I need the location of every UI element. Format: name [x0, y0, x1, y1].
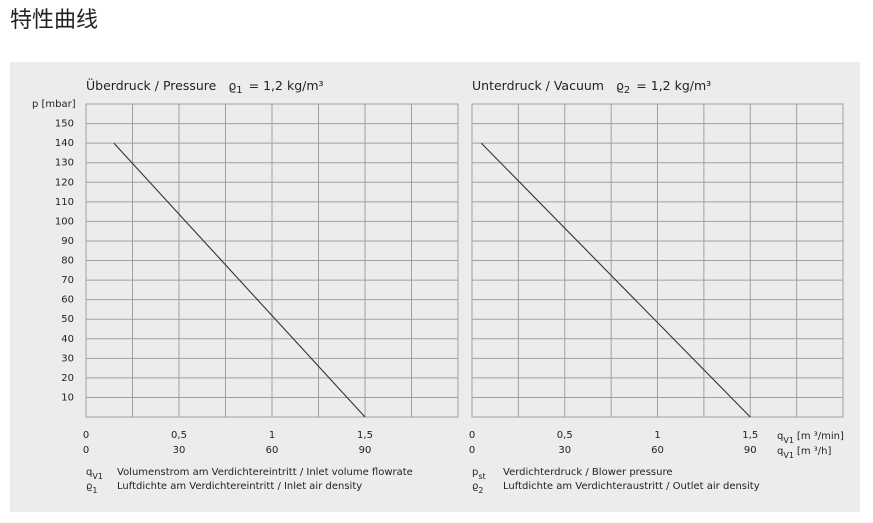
note-index: st	[478, 472, 485, 481]
y-tick-label: 100	[55, 216, 74, 227]
x-axis-label: qV1 [m ³/h]	[777, 446, 831, 460]
x-tick-label: 0	[83, 430, 89, 441]
note-symbol: ϱ	[86, 481, 92, 492]
line	[480, 142, 751, 418]
x-tick-label: 1,5	[742, 430, 758, 441]
note-key: ϱ2	[472, 481, 483, 495]
y-tick-label: 80	[61, 256, 74, 267]
y-tick-label: 20	[61, 373, 74, 384]
chart-heading: Überdruck / Pressure ϱ1 = 1,2 kg/m³	[86, 77, 324, 97]
y-tick-label: 70	[61, 275, 74, 286]
panel	[10, 62, 860, 512]
y-tick-label: 30	[61, 353, 74, 364]
y-tick-label: 110	[55, 197, 74, 208]
y-tick-label: 50	[61, 314, 74, 325]
axis-unit: [m ³/min]	[797, 431, 844, 442]
density-value: = 1,2 kg/m³	[636, 78, 711, 93]
density-symbol: ϱ	[228, 78, 236, 93]
note-index: V1	[92, 472, 103, 481]
y-axis-label: p [mbar]	[32, 99, 76, 110]
x2-tick-label: 60	[651, 445, 664, 456]
page-title: 特性曲线	[10, 8, 98, 33]
density-index: 2	[624, 85, 630, 96]
chart-title: Überdruck / Pressure	[86, 77, 217, 93]
y-tick-label: 130	[55, 158, 74, 169]
density-value: = 1,2 kg/m³	[249, 78, 324, 93]
y-tick-label: 140	[55, 138, 74, 149]
note-text: Luftdichte am Verdichteraustritt / Outle…	[503, 481, 760, 492]
x2-tick-label: 30	[173, 445, 186, 456]
x-tick-label: 1	[654, 430, 660, 441]
note-index: 2	[478, 486, 483, 495]
note-text: Volumenstrom am Verdichtereintritt / Inl…	[117, 467, 413, 478]
x2-tick-label: 60	[266, 445, 279, 456]
note-key: pst	[472, 467, 486, 481]
x2-tick-label: 90	[359, 445, 372, 456]
x-tick-label: 0,5	[557, 430, 573, 441]
density-symbol: ϱ	[616, 78, 624, 93]
axis-symbol: q	[777, 446, 783, 457]
x-tick-label: 0,5	[171, 430, 187, 441]
note-symbol: ϱ	[472, 481, 478, 492]
note-text: Luftdichte am Verdichtereintritt / Inlet…	[117, 481, 362, 492]
note-index: 1	[92, 486, 97, 495]
x-tick-label: 1	[269, 430, 275, 441]
x-tick-label: 0	[469, 430, 475, 441]
note-symbol: p	[472, 467, 478, 478]
chart-title: Unterdruck / Vacuum	[472, 78, 604, 93]
x-tick-label: 1,5	[357, 430, 373, 441]
axis-index: V1	[783, 436, 794, 445]
axis-symbol: q	[777, 431, 783, 442]
x-axis-label: qV1 [m ³/min]	[777, 431, 844, 445]
y-tick-label: 40	[61, 334, 74, 345]
note-text: Verdichterdruck / Blower pressure	[503, 467, 673, 478]
x2-tick-label: 90	[744, 445, 757, 456]
x2-tick-label: 0	[469, 445, 475, 456]
note-key: ϱ1	[86, 481, 97, 495]
line	[113, 142, 366, 418]
y-tick-label: 120	[55, 177, 74, 188]
y-tick-label: 150	[55, 119, 74, 130]
axis-unit: [m ³/h]	[797, 446, 832, 457]
density-index: 1	[236, 85, 242, 96]
chart-heading: Unterdruck / Vacuum ϱ2 = 1,2 kg/m³	[472, 78, 711, 97]
x2-tick-label: 30	[558, 445, 571, 456]
axis-index: V1	[783, 451, 794, 460]
x2-tick-label: 0	[83, 445, 89, 456]
note-key: qV1	[86, 467, 103, 481]
note-symbol: q	[86, 467, 92, 478]
y-tick-label: 10	[61, 392, 74, 403]
y-tick-label: 60	[61, 295, 74, 306]
y-tick-label: 90	[61, 236, 74, 247]
